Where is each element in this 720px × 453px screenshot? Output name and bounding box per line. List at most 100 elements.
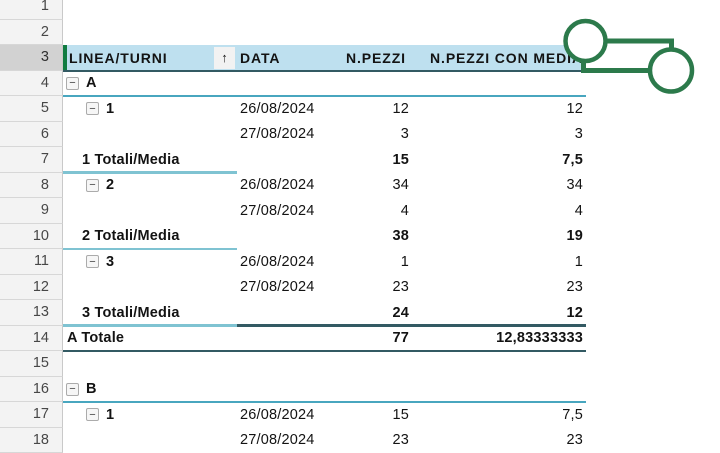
- cell-C14[interactable]: 77: [392, 330, 409, 347]
- row-number-2[interactable]: 2: [0, 19, 63, 45]
- collapse-minus-icon[interactable]: −: [86, 102, 99, 116]
- cell-C10[interactable]: 38: [392, 228, 409, 245]
- cell-A14[interactable]: A Totale: [63, 326, 237, 352]
- row-number-8[interactable]: 8: [0, 172, 63, 198]
- collapse-minus-icon[interactable]: −: [86, 255, 99, 269]
- cell-A7[interactable]: 1 Totali/Media: [63, 147, 237, 173]
- cell-A13[interactable]: 3 Totali/Media: [63, 300, 237, 326]
- cell-D7[interactable]: 7,5: [562, 151, 583, 168]
- cell-D17[interactable]: 7,5: [562, 406, 583, 423]
- cell-B13[interactable]: [237, 300, 345, 326]
- cell-A16[interactable]: − B: [63, 377, 237, 403]
- row-number-3[interactable]: 3: [0, 45, 63, 71]
- row-number-17[interactable]: 17: [0, 402, 63, 428]
- cell-D12[interactable]: 23: [566, 279, 583, 296]
- row-number-12[interactable]: 12: [0, 274, 63, 300]
- cell-B4[interactable]: [237, 71, 345, 97]
- cell-D18[interactable]: 23: [566, 432, 583, 449]
- collapse-minus-icon[interactable]: −: [66, 382, 79, 396]
- cell-C16[interactable]: [345, 377, 414, 403]
- row-number-11[interactable]: 11: [0, 249, 63, 275]
- cell-C4[interactable]: [345, 71, 414, 97]
- cell-A12[interactable]: [63, 275, 237, 301]
- row-number-7[interactable]: 7: [0, 147, 63, 173]
- cell-A18[interactable]: [63, 428, 237, 453]
- annotation-connector-top: [606, 38, 674, 50]
- row-number-18[interactable]: 18: [0, 427, 63, 453]
- cell-B17[interactable]: 26/08/2024: [240, 406, 315, 423]
- cell-B5[interactable]: 26/08/2024: [240, 100, 315, 117]
- cell-C2[interactable]: [345, 20, 414, 46]
- cell-D15[interactable]: [414, 351, 586, 377]
- cell-A10[interactable]: 2 Totali/Media: [63, 224, 237, 250]
- row-number-6[interactable]: 6: [0, 121, 63, 147]
- cell-A8[interactable]: −2: [63, 173, 237, 199]
- annotation-circle-2[interactable]: [647, 47, 695, 94]
- cell-B15[interactable]: [237, 351, 345, 377]
- cell-C9[interactable]: 4: [400, 202, 409, 219]
- cell-D3[interactable]: N.PEZZI CON MEDIA: [414, 45, 586, 71]
- row-number-5[interactable]: 5: [0, 96, 63, 122]
- cell-A15[interactable]: [63, 351, 237, 377]
- collapse-minus-icon[interactable]: −: [86, 178, 99, 192]
- cell-B14[interactable]: [237, 326, 345, 352]
- row-number-10[interactable]: 10: [0, 223, 63, 249]
- collapse-minus-icon[interactable]: −: [86, 408, 99, 422]
- cell-B7[interactable]: [237, 147, 345, 173]
- cell-C5[interactable]: 12: [392, 100, 409, 117]
- cell-C11[interactable]: 1: [400, 253, 409, 270]
- cell-D14[interactable]: 12,83333333: [496, 330, 583, 347]
- sort-ascending-icon[interactable]: ↑: [214, 46, 235, 69]
- row-number-16[interactable]: 16: [0, 376, 63, 402]
- cell-D8[interactable]: 34: [566, 177, 583, 194]
- cell-B2[interactable]: [237, 20, 345, 46]
- cell-B11[interactable]: 26/08/2024: [240, 253, 315, 270]
- cell-D16[interactable]: [414, 377, 586, 403]
- cell-C7[interactable]: 15: [392, 151, 409, 168]
- cell-D1[interactable]: [414, 0, 586, 20]
- cell-B10[interactable]: [237, 224, 345, 250]
- cell-C18[interactable]: 23: [392, 432, 409, 449]
- cell-A9[interactable]: [63, 198, 237, 224]
- cell-C1[interactable]: [345, 0, 414, 20]
- cell-B1[interactable]: [237, 0, 345, 20]
- cell-C12[interactable]: 23: [392, 279, 409, 296]
- row-number-14[interactable]: 14: [0, 325, 63, 351]
- cell-C8[interactable]: 34: [392, 177, 409, 194]
- cell-C6[interactable]: 3: [400, 126, 409, 143]
- cell-D4[interactable]: [414, 71, 586, 97]
- cell-C3[interactable]: N.PEZZI: [345, 45, 414, 71]
- row-number-1[interactable]: 1: [0, 0, 63, 20]
- cell-A5[interactable]: −1: [63, 96, 237, 122]
- cell-D10[interactable]: 19: [566, 228, 583, 245]
- cell-B18[interactable]: 27/08/2024: [240, 432, 315, 449]
- cell-C17[interactable]: 15: [392, 406, 409, 423]
- row-number-13[interactable]: 13: [0, 300, 63, 326]
- cell-B12[interactable]: 27/08/2024: [240, 279, 315, 296]
- row-number-4[interactable]: 4: [0, 70, 63, 96]
- cell-A2[interactable]: [63, 20, 237, 46]
- cell-D5[interactable]: 12: [566, 100, 583, 117]
- collapse-minus-icon[interactable]: −: [66, 76, 79, 90]
- cell-D13[interactable]: 12: [566, 304, 583, 321]
- cell-D6[interactable]: 3: [574, 126, 583, 143]
- cell-B16[interactable]: [237, 377, 345, 403]
- cell-A17[interactable]: −1: [63, 402, 237, 428]
- cell-A11[interactable]: −3: [63, 249, 237, 275]
- cell-B6[interactable]: 27/08/2024: [240, 126, 315, 143]
- row-number-15[interactable]: 15: [0, 351, 63, 377]
- row-number-9[interactable]: 9: [0, 198, 63, 224]
- cell-A4[interactable]: − A: [63, 71, 237, 97]
- cell-A6[interactable]: [63, 122, 237, 148]
- cell-C15[interactable]: [345, 351, 414, 377]
- cell-B9[interactable]: 27/08/2024: [240, 202, 315, 219]
- cell-C13[interactable]: 24: [392, 304, 409, 321]
- cell-A3[interactable]: LINEA/TURNI ↑: [63, 45, 237, 71]
- cell-A1[interactable]: [63, 0, 237, 20]
- cell-D9[interactable]: 4: [574, 202, 583, 219]
- cell-B3[interactable]: DATA: [237, 45, 345, 71]
- cell-B8[interactable]: 26/08/2024: [240, 177, 315, 194]
- cell-D2[interactable]: [414, 20, 586, 46]
- cell-D11[interactable]: 1: [574, 253, 583, 270]
- cell-border-line: [63, 94, 237, 98]
